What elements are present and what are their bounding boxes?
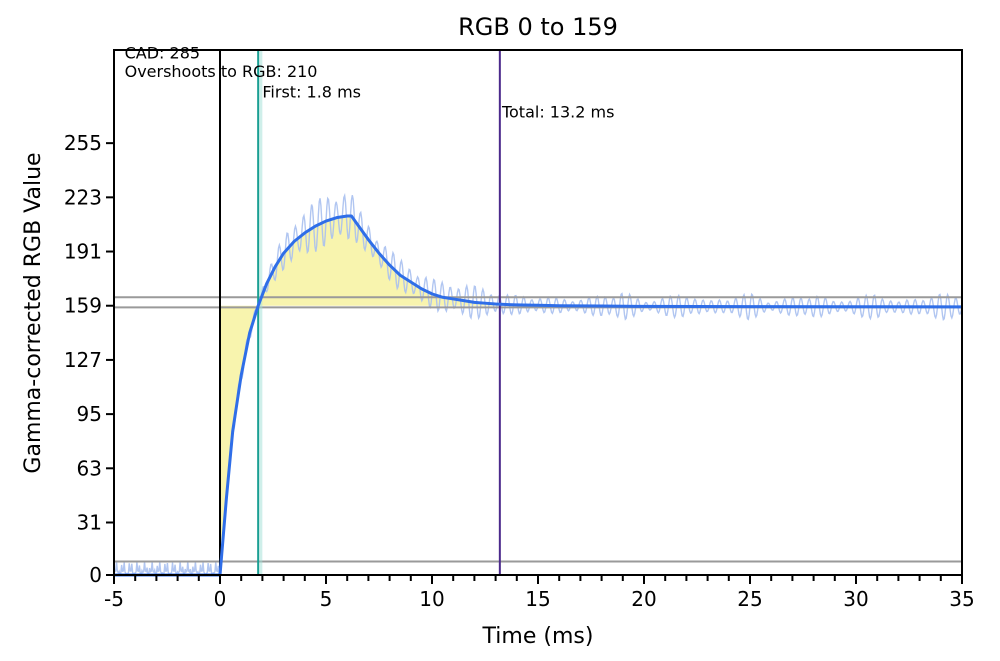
y-tick-label: 31 <box>77 511 102 535</box>
x-tick-label: 10 <box>419 587 444 611</box>
y-tick-label: 159 <box>64 294 102 318</box>
x-axis-label: Time (ms) <box>482 624 594 649</box>
x-tick-label: 15 <box>525 587 550 611</box>
x-tick-label: 30 <box>843 587 868 611</box>
chart-title: RGB 0 to 159 <box>458 13 618 41</box>
y-tick-label: 63 <box>77 456 102 480</box>
y-tick-label: 255 <box>64 131 102 155</box>
y-tick-label: 95 <box>77 402 102 426</box>
y-tick-label: 0 <box>89 563 102 587</box>
plot-area: -5 0 5 10 15 20 25 30 350316395127159191223255CA… <box>64 43 975 611</box>
first-response-band <box>259 50 263 575</box>
x-tick-label: -5 <box>104 587 124 611</box>
annotation-0: CAD: 285 <box>125 43 200 62</box>
smoothed-series-line <box>114 214 963 577</box>
x-tick-label: 5 <box>320 587 333 611</box>
deviation-area <box>220 215 500 575</box>
annotation-3: Total: 13.2 ms <box>501 103 614 122</box>
y-axis-label: Gamma-corrected RGB Value <box>21 152 46 473</box>
x-tick-label: 35 <box>949 587 974 611</box>
annotation-2: First: 1.8 ms <box>262 82 361 101</box>
y-tick-label: 223 <box>64 185 102 209</box>
x-tick-label: 0 <box>214 587 227 611</box>
annotation-1: Overshoots to RGB: 210 <box>125 62 318 81</box>
y-tick-label: 127 <box>64 348 102 372</box>
x-tick-label: 20 <box>631 587 656 611</box>
y-tick-label: 191 <box>64 240 102 264</box>
x-tick-label: 25 <box>737 587 762 611</box>
